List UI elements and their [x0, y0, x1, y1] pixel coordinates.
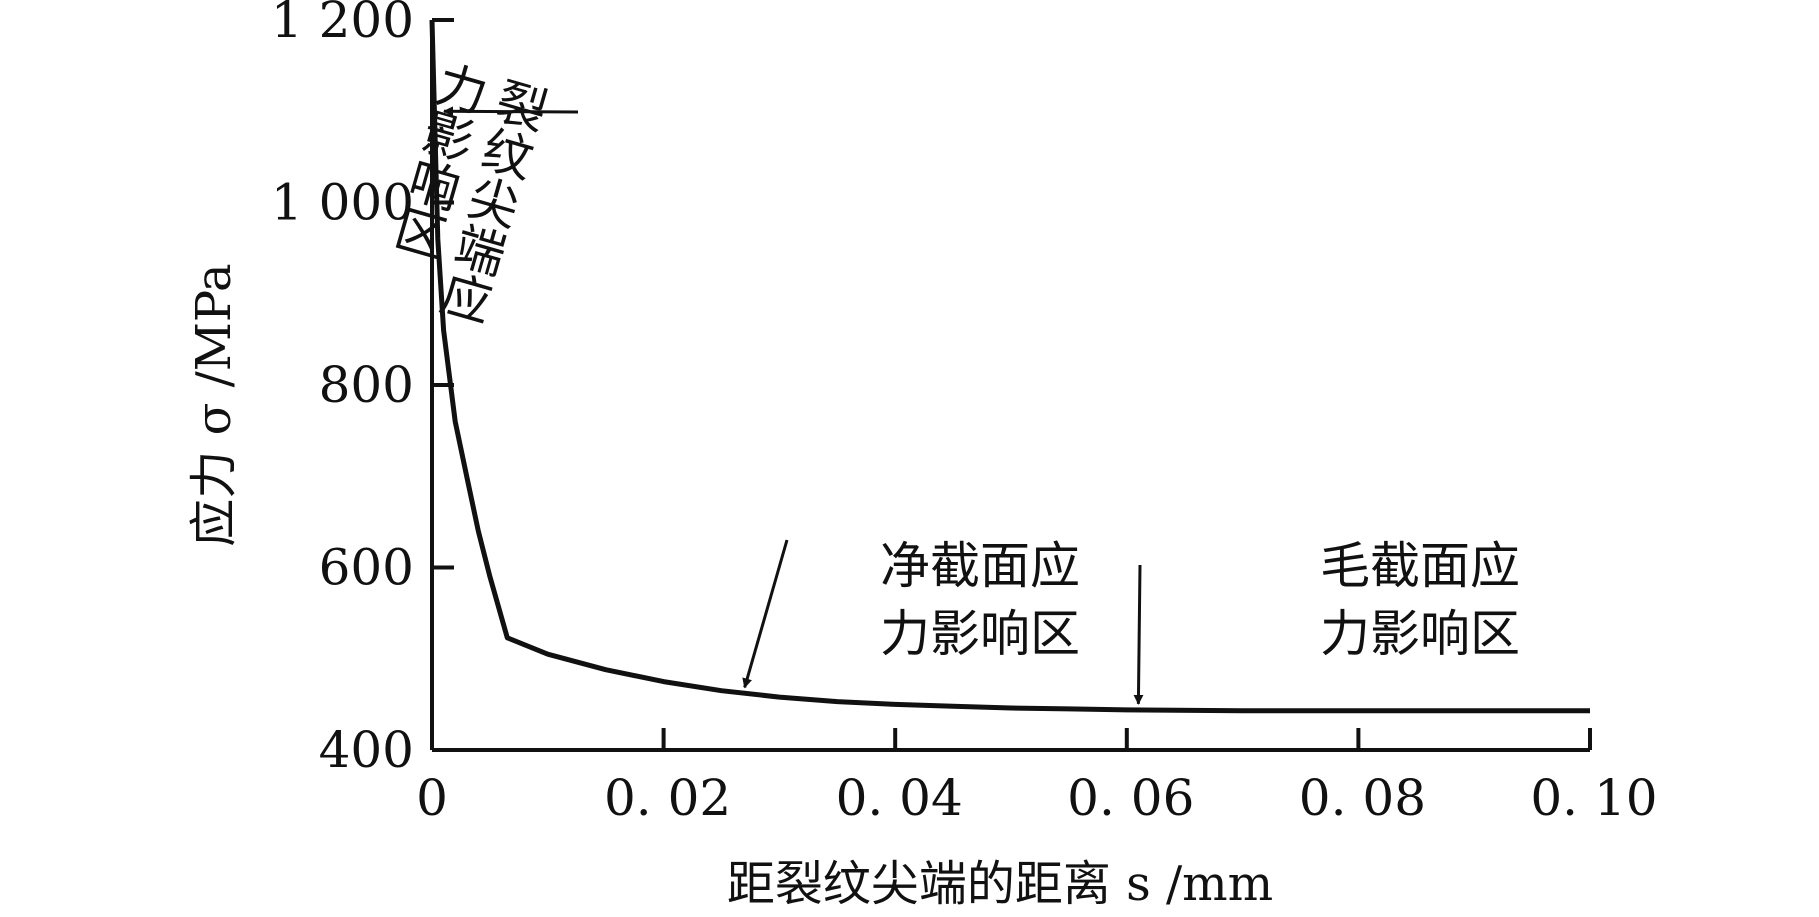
x-tick-label: 0. 08: [1299, 769, 1426, 827]
x-tick-label: 0. 10: [1530, 769, 1657, 827]
y-tick-label: 800: [319, 356, 414, 414]
y-tick-label: 1 200: [271, 0, 414, 49]
series-layer: [429, 19, 1590, 714]
x-tick-label: 0. 04: [836, 769, 963, 827]
x-tick-label: 0: [416, 769, 448, 827]
annotation-arrow: [742, 539, 789, 689]
annotation-line: 力影响区: [1320, 605, 1520, 663]
y-tick-label: 1 000: [271, 174, 414, 232]
annotation-line: 净截面应: [880, 537, 1080, 595]
annotation-line: 毛截面应: [1320, 537, 1520, 595]
y-axis-label: 应力 σ /MPa: [186, 263, 242, 546]
ticks: 0 0. 02 0. 04 0. 06 0. 08 0. 10 400 600 800 1 000…: [271, 0, 1658, 827]
annotation-arrow: [1133, 564, 1144, 705]
annotation-arrow: [443, 106, 579, 117]
y-tick-label: 600: [319, 539, 414, 597]
y-tick-label: 400: [319, 721, 414, 779]
x-tick-label: 0. 02: [604, 769, 731, 827]
stress-curve: [429, 19, 1590, 714]
x-axis-label: 距裂纹尖端的距离 s /mm: [727, 856, 1273, 912]
x-tick-label: 0. 06: [1067, 769, 1194, 827]
annotation-line: 力影响区: [880, 605, 1080, 663]
